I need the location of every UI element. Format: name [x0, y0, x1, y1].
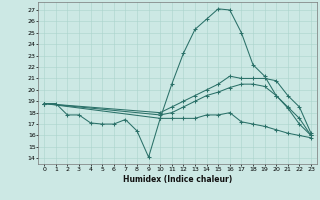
X-axis label: Humidex (Indice chaleur): Humidex (Indice chaleur)	[123, 175, 232, 184]
